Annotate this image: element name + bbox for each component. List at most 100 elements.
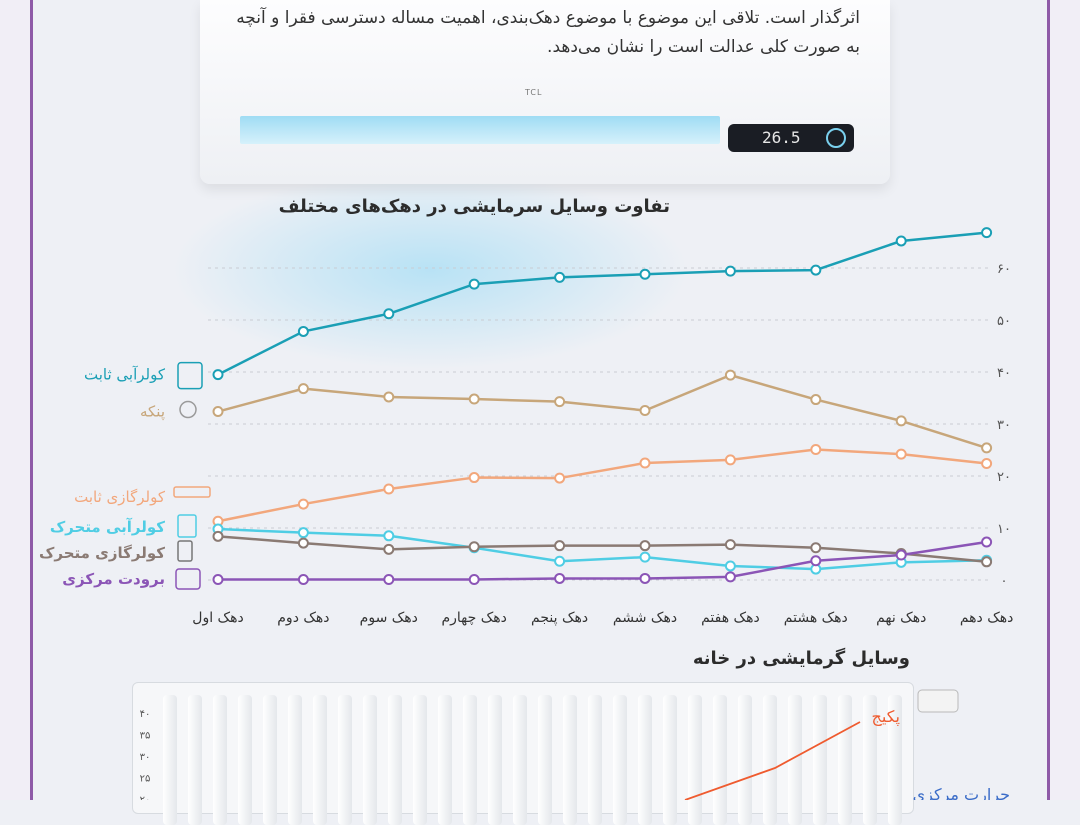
series-label: پکیج <box>872 707 900 727</box>
data-point <box>639 268 651 280</box>
data-point <box>212 530 224 542</box>
data-point <box>554 271 566 283</box>
data-point <box>297 573 309 585</box>
data-point <box>468 472 480 484</box>
split-ac-icon <box>173 486 211 498</box>
data-point <box>639 404 651 416</box>
data-point <box>895 415 907 427</box>
data-point <box>212 573 224 585</box>
x-tick-label: دهک چهارم <box>441 610 506 626</box>
portable-ac-icon <box>177 540 193 562</box>
y-tick-label: ۲۰ <box>140 795 151 800</box>
radiator-fin <box>338 695 352 825</box>
legend-label: کولرگازی متحرک <box>39 544 165 562</box>
radiator-fin <box>688 695 702 825</box>
data-point <box>383 573 395 585</box>
intro-text: اثرگذار است. تلاقی این موضوع با موضوع ده… <box>236 8 860 57</box>
data-point <box>810 555 822 567</box>
data-point <box>297 537 309 549</box>
fan-icon <box>179 400 197 419</box>
data-point <box>383 543 395 555</box>
y-tick-label: ۵۰ <box>997 314 1011 329</box>
radiator-fin <box>188 695 202 825</box>
series-line <box>218 540 987 581</box>
data-point <box>554 396 566 408</box>
radiator-fin <box>788 695 802 825</box>
series-line <box>217 527 987 571</box>
radiator-fin <box>563 695 577 825</box>
series-line <box>684 721 861 800</box>
y-tick-label: ۳۰ <box>140 752 151 763</box>
central-cooling-icon <box>175 568 201 590</box>
x-tick-label: دهک اول <box>192 610 243 626</box>
y-tick-label: ۲۵ <box>140 774 151 785</box>
data-point <box>810 394 822 406</box>
radiator-fin <box>313 695 327 825</box>
data-point <box>297 383 309 395</box>
x-tick-label: دهک نهم <box>876 610 926 626</box>
data-point <box>639 540 651 552</box>
data-point <box>724 539 736 551</box>
ac-brand-logo: TCL <box>525 88 543 97</box>
y-tick-label: ۰ <box>1001 574 1008 589</box>
legend-label: برودت مرکزی <box>62 570 165 588</box>
data-point <box>895 549 907 561</box>
ac-display-temperature: 26.5 <box>762 128 801 147</box>
data-point <box>383 308 395 320</box>
y-tick-label: ۶۰ <box>997 262 1011 277</box>
data-point <box>297 325 309 337</box>
data-point <box>383 483 395 495</box>
radiator-fin <box>413 695 427 825</box>
ac-vent <box>240 116 720 144</box>
radiator-fin <box>488 695 502 825</box>
x-tick-label: دهک دهم <box>960 610 1014 626</box>
data-point <box>212 406 224 418</box>
data-point <box>981 536 993 548</box>
data-point <box>554 572 566 584</box>
cool-air-glow <box>170 170 690 370</box>
y-tick-label: ۱۰ <box>997 522 1011 537</box>
data-point <box>981 227 993 239</box>
radiator-image <box>132 682 914 825</box>
heating-chart-title: وسایل گرمایشی در خانه <box>692 648 910 669</box>
radiator-fin <box>363 695 377 825</box>
ac-display-dial-icon <box>826 128 846 148</box>
radiator-fin <box>863 695 877 825</box>
legend-label: کولرآبی ثابت <box>84 366 166 384</box>
data-point <box>639 457 651 469</box>
data-point <box>895 235 907 247</box>
air-conditioner-image: اثرگذار است. تلاقی این موضوع با موضوع ده… <box>200 0 890 184</box>
data-point <box>810 542 822 554</box>
series-label: حرارت مرکزی <box>913 785 1010 800</box>
data-point <box>724 571 736 583</box>
series-line <box>217 373 987 450</box>
data-point <box>468 278 480 290</box>
x-tick-label: دهک ششم <box>613 610 677 626</box>
portable-cooler-icon <box>177 514 197 538</box>
data-point <box>895 448 907 460</box>
radiator-valve-icon <box>917 689 959 713</box>
x-tick-label: دهک پنجم <box>531 610 588 626</box>
radiator-fin <box>588 695 602 825</box>
data-point <box>639 551 651 563</box>
radiator-fin <box>388 695 402 825</box>
x-tick-label: دهک هشتم <box>784 610 848 626</box>
data-point <box>383 530 395 542</box>
cooling-chart-title: تفاوت وسایل سرمایشی در دهک‌های مختلف <box>278 196 670 217</box>
left-frame <box>0 0 33 800</box>
data-point <box>981 556 993 568</box>
radiator-fin <box>763 695 777 825</box>
data-point <box>468 393 480 405</box>
radiator-fin <box>163 695 177 825</box>
series-line <box>217 535 987 564</box>
radiator-fin <box>738 695 752 825</box>
y-tick-label: ۲۰ <box>997 470 1011 485</box>
radiator-fin <box>463 695 477 825</box>
radiator-fin <box>513 695 527 825</box>
data-point <box>639 572 651 584</box>
grid-cooler-icon <box>177 361 203 390</box>
radiator-fin <box>813 695 827 825</box>
data-point <box>297 527 309 539</box>
ac-display: 26.5 <box>728 124 854 152</box>
data-point <box>810 264 822 276</box>
